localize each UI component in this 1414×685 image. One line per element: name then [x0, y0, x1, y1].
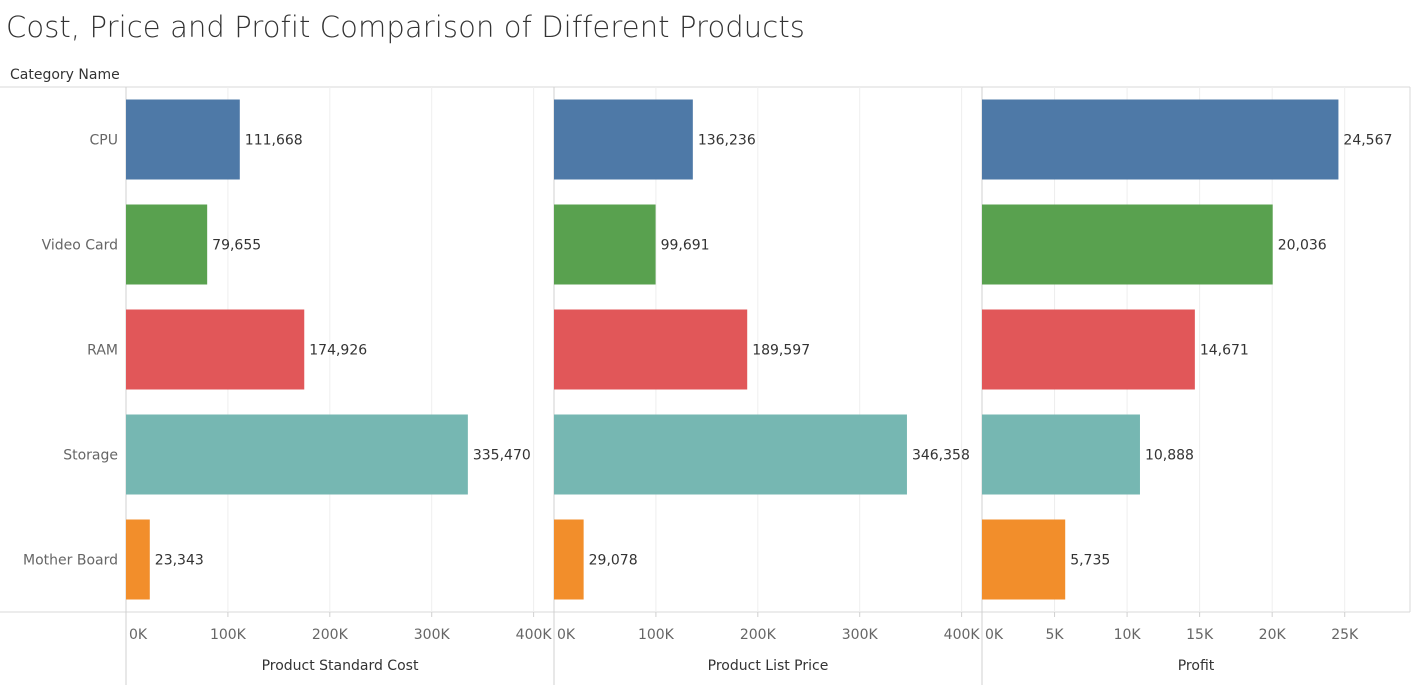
tick-label-product-standard-cost: 0K: [129, 627, 148, 643]
data-label-product-list-price-mother-board: 29,078: [589, 553, 638, 569]
tick-label-profit: 15K: [1186, 627, 1214, 643]
bar-product-list-price-ram: [554, 309, 748, 390]
category-label-mother-board: Mother Board: [23, 553, 118, 569]
data-label-product-standard-cost-storage: 335,470: [473, 448, 531, 464]
tick-label-profit: 25K: [1331, 627, 1359, 643]
data-label-profit-storage: 10,888: [1145, 448, 1194, 464]
chart-title: Cost, Price and Profit Comparison of Dif…: [6, 10, 805, 44]
tick-label-profit: 20K: [1259, 627, 1287, 643]
tick-label-product-standard-cost: 400K: [516, 627, 553, 643]
row-header-label: Category Name: [10, 67, 120, 83]
bar-profit-cpu: [982, 99, 1339, 180]
tick-label-profit: 10K: [1114, 627, 1142, 643]
axis-title-profit: Profit: [1178, 658, 1215, 674]
category-label-cpu: CPU: [90, 133, 118, 149]
bar-product-standard-cost-ram: [126, 309, 305, 390]
category-label-storage: Storage: [63, 448, 118, 464]
data-label-product-list-price-ram: 189,597: [752, 343, 810, 359]
tick-label-profit: 5K: [1045, 627, 1064, 643]
bar-profit-ram: [982, 309, 1195, 390]
bar-product-list-price-storage: [554, 414, 907, 495]
bar-product-list-price-mother-board: [554, 519, 584, 600]
bar-profit-storage: [982, 414, 1140, 495]
tick-label-product-list-price: 400K: [944, 627, 981, 643]
tick-label-product-standard-cost: 100K: [210, 627, 247, 643]
bar-profit-video-card: [982, 204, 1273, 285]
bar-product-list-price-cpu: [554, 99, 693, 180]
bar-profit-mother-board: [982, 519, 1066, 600]
data-label-product-list-price-cpu: 136,236: [698, 133, 756, 149]
tick-label-product-list-price: 0K: [557, 627, 576, 643]
tick-label-product-list-price: 100K: [638, 627, 675, 643]
data-label-profit-cpu: 24,567: [1343, 133, 1392, 149]
data-label-product-list-price-video-card: 99,691: [661, 238, 710, 254]
bar-product-list-price-video-card: [554, 204, 656, 285]
tick-label-product-standard-cost: 200K: [312, 627, 349, 643]
bar-product-standard-cost-mother-board: [126, 519, 150, 600]
bar-product-standard-cost-storage: [126, 414, 468, 495]
bar-product-standard-cost-video-card: [126, 204, 208, 285]
axis-title-product-standard-cost: Product Standard Cost: [262, 658, 419, 674]
tick-label-product-list-price: 200K: [740, 627, 777, 643]
category-label-video-card: Video Card: [42, 238, 118, 254]
data-label-profit-mother-board: 5,735: [1070, 553, 1110, 569]
tick-label-product-list-price: 300K: [842, 627, 879, 643]
data-label-product-standard-cost-video-card: 79,655: [212, 238, 261, 254]
data-label-product-standard-cost-ram: 174,926: [309, 343, 367, 359]
data-label-profit-video-card: 20,036: [1278, 238, 1327, 254]
bar-product-standard-cost-cpu: [126, 99, 240, 180]
tick-label-product-standard-cost: 300K: [414, 627, 451, 643]
category-label-ram: RAM: [87, 343, 118, 359]
data-label-product-list-price-storage: 346,358: [912, 448, 970, 464]
data-label-profit-ram: 14,671: [1200, 343, 1249, 359]
tick-label-profit: 0K: [985, 627, 1004, 643]
axis-title-product-list-price: Product List Price: [708, 658, 829, 674]
data-label-product-standard-cost-mother-board: 23,343: [155, 553, 204, 569]
data-label-product-standard-cost-cpu: 111,668: [245, 133, 303, 149]
